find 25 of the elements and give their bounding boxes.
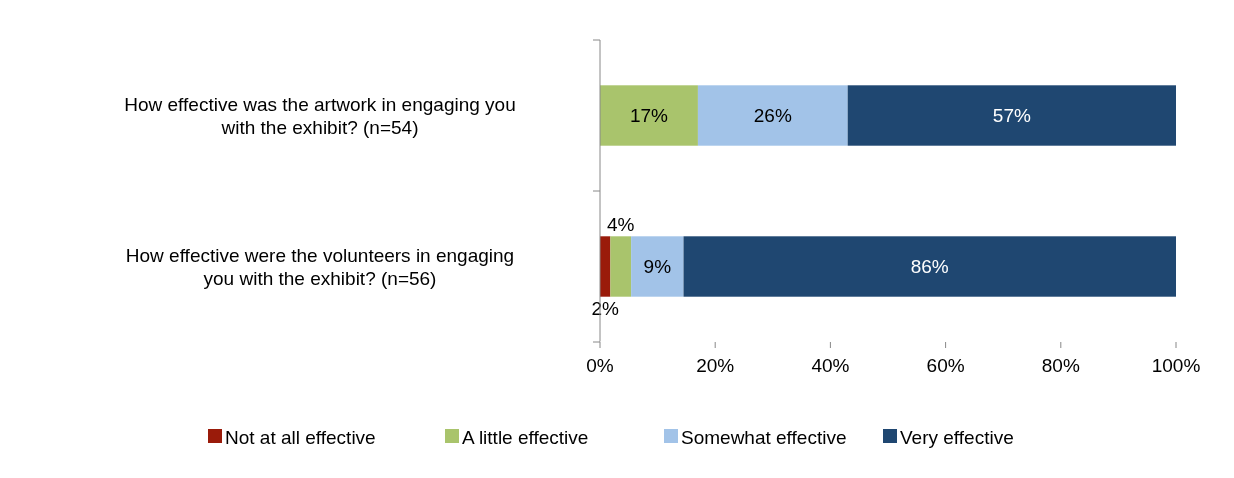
legend-label: Very effective bbox=[900, 426, 1014, 448]
data-label: 17% bbox=[629, 105, 669, 127]
legend-label: Somewhat effective bbox=[681, 426, 847, 448]
legend-label: Not at all effective bbox=[225, 426, 376, 448]
data-label: 86% bbox=[910, 256, 949, 278]
x-tick-label: 80% bbox=[1041, 355, 1080, 376]
bar bbox=[697, 85, 848, 146]
x-tick-label: 100% bbox=[1151, 355, 1201, 376]
data-label: 26% bbox=[753, 105, 792, 127]
x-tick-label: 0% bbox=[586, 355, 614, 376]
bar bbox=[610, 236, 632, 297]
y-tick-label: How effective was the artwork in engaging you with the exhibit? (n=54) bbox=[124, 93, 516, 138]
bar bbox=[600, 85, 698, 146]
data-label: 2% bbox=[591, 298, 620, 320]
data-label: 9% bbox=[643, 256, 672, 278]
bar bbox=[847, 85, 1176, 146]
x-tick-label: 20% bbox=[696, 355, 735, 376]
bar bbox=[683, 236, 1176, 297]
x-tick-label: 60% bbox=[926, 355, 965, 376]
legend-label: A little effective bbox=[462, 426, 589, 448]
data-label: 57% bbox=[992, 105, 1031, 127]
y-tick-label: How effective were the volunteers in engaging you with the exhibit? (n=56) bbox=[125, 244, 515, 289]
bar bbox=[631, 236, 684, 297]
x-tick-label: 40% bbox=[811, 355, 850, 376]
data-label: 4% bbox=[607, 213, 635, 235]
